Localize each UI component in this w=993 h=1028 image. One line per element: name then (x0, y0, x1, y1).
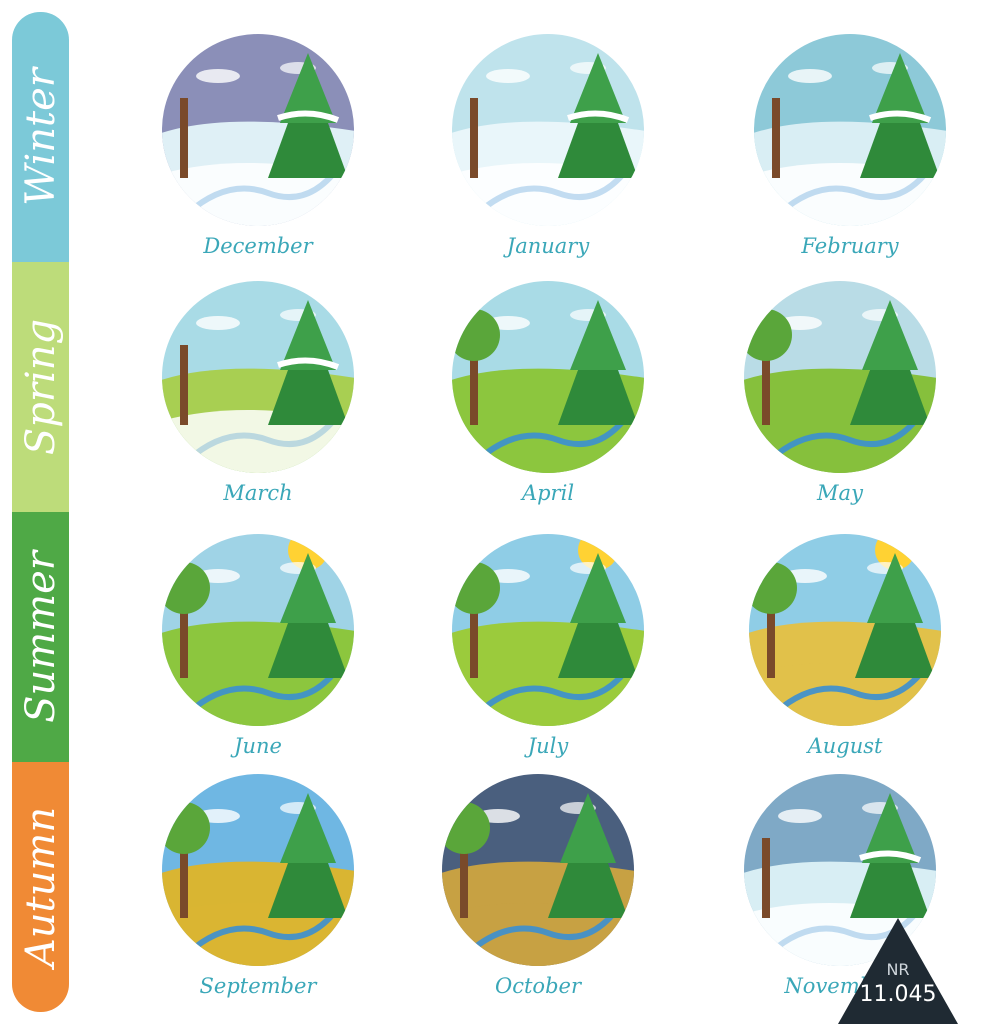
badge-triangle-icon (838, 918, 958, 1024)
month-label: December (203, 234, 313, 258)
month-scene (162, 534, 354, 726)
badge-nr: NR (886, 960, 910, 979)
month-april: April (438, 275, 658, 525)
month-july: July (438, 528, 658, 778)
month-label: October (495, 974, 581, 998)
month-scene (452, 534, 644, 726)
month-label: June (234, 734, 282, 758)
month-scene (162, 281, 354, 473)
season-label: Summer (17, 551, 64, 723)
season-spring: Spring (12, 262, 69, 512)
season-winter: Winter (12, 12, 69, 262)
season-label: Winter (17, 68, 64, 206)
season-summer: Summer (12, 512, 69, 762)
month-scene (162, 34, 354, 226)
month-september: September (148, 768, 368, 1018)
month-label: May (817, 481, 863, 505)
month-label: March (223, 481, 293, 505)
month-august: August (735, 528, 955, 778)
month-october: October (428, 768, 648, 1018)
month-label: July (527, 734, 569, 758)
month-scene (162, 774, 354, 966)
product-badge: NR 11.045 (838, 918, 958, 1024)
month-scene (749, 534, 941, 726)
month-label: September (199, 974, 317, 998)
month-label: January (506, 234, 590, 258)
season-bar: Winter Spring Summer Autumn (12, 12, 69, 1012)
month-january: January (438, 28, 658, 278)
month-may: May (730, 275, 950, 525)
season-label: Autumn (17, 806, 64, 968)
month-scene (442, 774, 634, 966)
month-scene (452, 34, 644, 226)
month-label: August (807, 734, 883, 758)
month-label: April (521, 481, 575, 505)
month-june: June (148, 528, 368, 778)
month-scene (754, 34, 946, 226)
month-december: December (148, 28, 368, 278)
season-autumn: Autumn (12, 762, 69, 1012)
badge-number: 11.045 (859, 982, 937, 1007)
month-scene (452, 281, 644, 473)
month-march: March (148, 275, 368, 525)
month-scene (744, 281, 936, 473)
season-label: Spring (17, 318, 64, 456)
month-label: February (801, 234, 899, 258)
month-february: February (740, 28, 960, 278)
